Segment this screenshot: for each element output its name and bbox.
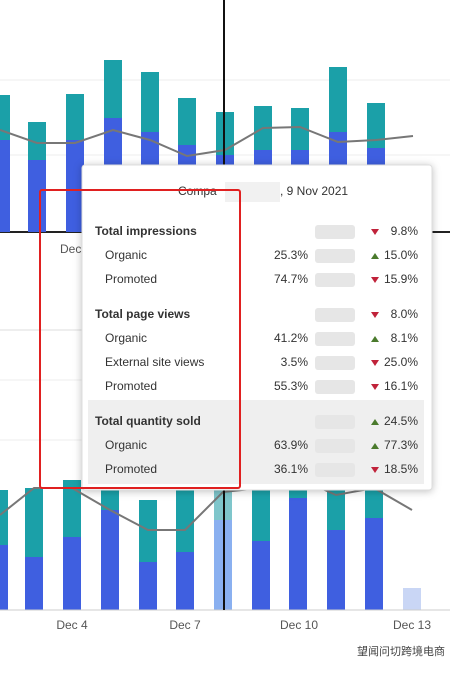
row-share: 25.3%	[274, 248, 308, 262]
hidden-value	[315, 356, 355, 370]
row-label: Organic	[105, 248, 147, 262]
x-axis-label: Dec 10	[280, 618, 318, 632]
watermark: 望闻问切跨境电商	[357, 644, 445, 658]
hidden-value	[315, 439, 355, 453]
trend-arrow	[371, 253, 379, 259]
x-axis-label: Dec 13	[393, 618, 431, 632]
row-share: 36.1%	[274, 462, 308, 476]
x-axis-label: Dec 7	[169, 618, 201, 632]
highlight-box	[39, 189, 241, 489]
row-change: 15.9%	[384, 272, 418, 286]
row-share: 63.9%	[274, 438, 308, 452]
row-share: 41.2%	[274, 331, 308, 345]
tooltip-date: , 9 Nov 2021	[280, 184, 348, 198]
trend-arrow	[371, 360, 379, 366]
row-label: Organic	[105, 438, 147, 452]
row-change: 16.1%	[384, 379, 418, 393]
section-title: Total page views	[95, 307, 190, 321]
x-axis-label: Dec 4	[56, 618, 88, 632]
row-label: External site views	[105, 355, 204, 369]
hidden-value	[315, 249, 355, 263]
row-change: 18.5%	[384, 462, 418, 476]
x-axis-label: Dec	[60, 242, 81, 256]
section-change: 24.5%	[384, 414, 418, 428]
trend-arrow	[371, 443, 379, 449]
row-change: 15.0%	[384, 248, 418, 262]
section-change: 9.8%	[391, 224, 419, 238]
trend-arrow	[371, 336, 379, 342]
hidden-value	[315, 332, 355, 346]
hidden-value	[315, 463, 355, 477]
row-label: Organic	[105, 331, 147, 345]
bottom-chart: Dec 4 Dec 7 Dec 10 Dec 13	[0, 379, 450, 632]
trend-arrow	[371, 312, 379, 318]
row-share: 3.5%	[281, 355, 309, 369]
section-highlight	[88, 400, 424, 484]
hidden-value	[315, 308, 355, 322]
row-label: Promoted	[105, 462, 157, 476]
row-label: Promoted	[105, 379, 157, 393]
section-title: Total quantity sold	[95, 414, 201, 428]
row-change: 77.3%	[384, 438, 418, 452]
hidden-value	[315, 380, 355, 394]
trend-arrow	[371, 419, 379, 425]
trend-arrow	[371, 384, 379, 390]
trend-arrow	[371, 467, 379, 473]
row-change: 8.1%	[391, 331, 419, 345]
row-change: 25.0%	[384, 355, 418, 369]
row-share: 55.3%	[274, 379, 308, 393]
hidden-value	[315, 225, 355, 239]
tooltip: Compa , 9 Nov 2021 Total impressions 9.8%…	[81, 164, 433, 491]
row-share: 74.7%	[274, 272, 308, 286]
trend-arrow	[371, 229, 379, 235]
tooltip-header: Compa	[178, 184, 217, 198]
hidden-value	[315, 415, 355, 429]
row-label: Promoted	[105, 272, 157, 286]
section-title: Total impressions	[95, 224, 197, 238]
hidden-value	[315, 273, 355, 287]
trend-arrow	[371, 277, 379, 283]
section-change: 8.0%	[391, 307, 419, 321]
